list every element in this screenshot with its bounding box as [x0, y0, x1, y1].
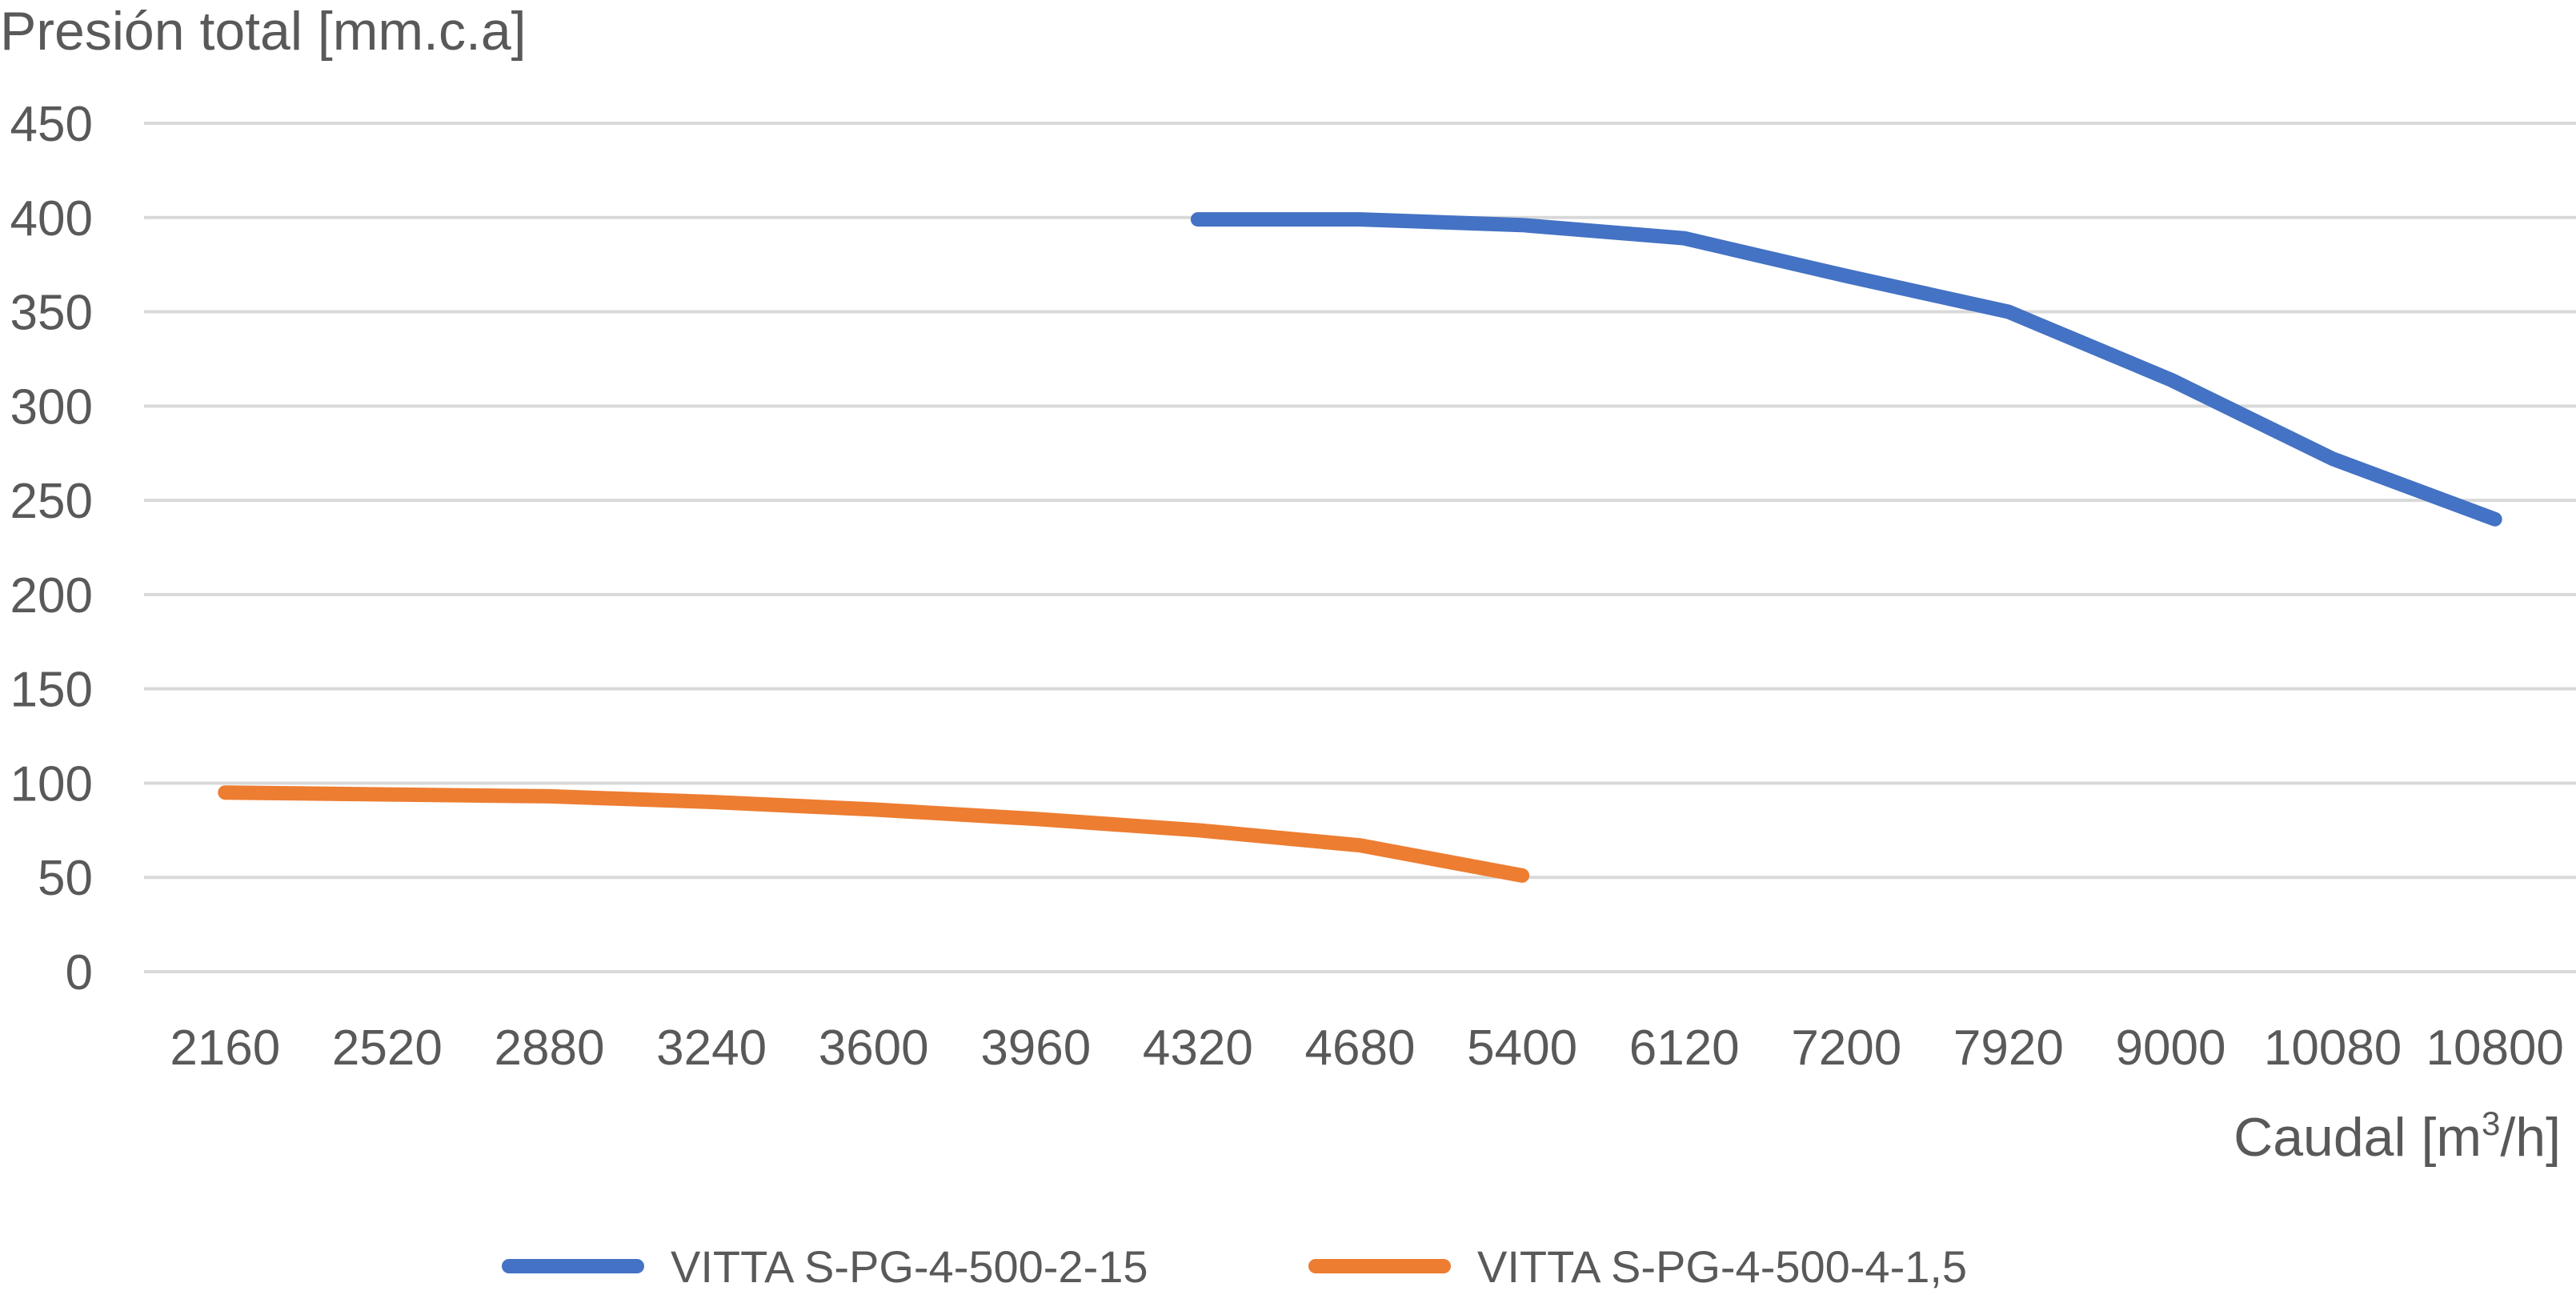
x-axis-title-superscript: 3 — [2482, 1105, 2500, 1142]
y-tick-200: 200 — [10, 568, 93, 623]
x-tick-2880: 2880 — [495, 1020, 605, 1076]
legend-label-1: VITTA S-PG-4-500-2-15 — [671, 1241, 1148, 1292]
x-tick-5400: 5400 — [1467, 1020, 1577, 1076]
y-tick-100: 100 — [10, 756, 93, 812]
y-tick-250: 250 — [10, 474, 93, 529]
x-tick-3240: 3240 — [656, 1020, 767, 1076]
x-tick-2160: 2160 — [170, 1020, 280, 1076]
x-tick-4320: 4320 — [1143, 1020, 1253, 1076]
x-tick-6120: 6120 — [1629, 1020, 1740, 1076]
x-tick-10080: 10080 — [2264, 1020, 2402, 1076]
x-tick-3600: 3600 — [819, 1020, 929, 1076]
x-tick-9000: 9000 — [2116, 1020, 2226, 1076]
x-axis-title-end: /h] — [2500, 1107, 2561, 1168]
x-tick-2520: 2520 — [332, 1020, 443, 1076]
y-tick-350: 350 — [10, 286, 93, 341]
series-line-1 — [1190, 212, 2502, 527]
x-tick-labels: 2160 2520 2880 3240 3600 3960 4320 4680 5400 6120… — [170, 1020, 2564, 1076]
x-axis-title-main: Caudal [m — [2233, 1107, 2482, 1168]
legend-label-2: VITTA S-PG-4-500-4-1,5 — [1477, 1241, 1967, 1292]
y-tick-450: 450 — [10, 97, 93, 152]
x-tick-3960: 3960 — [980, 1020, 1091, 1076]
legend: VITTA S-PG-4-500-2-15 VITTA S-PG-4-500-4-… — [502, 1241, 1967, 1292]
x-tick-7920: 7920 — [1953, 1020, 2064, 1076]
series-lines — [218, 212, 2502, 883]
x-tick-4680: 4680 — [1305, 1020, 1416, 1076]
y-tick-labels: 0 50 100 150 200 250 300 350 400 450 — [10, 97, 93, 1000]
x-axis-title: Caudal [m3/h] — [2233, 1105, 2561, 1168]
y-tick-0: 0 — [66, 945, 93, 1000]
y-tick-50: 50 — [38, 851, 93, 906]
y-axis-title: Presión total [mm.c.a] — [0, 1, 527, 62]
x-tick-7200: 7200 — [1791, 1020, 1901, 1076]
y-tick-300: 300 — [10, 379, 93, 435]
series-line-2 — [218, 785, 1530, 883]
y-tick-150: 150 — [10, 663, 93, 718]
x-tick-10800: 10800 — [2426, 1020, 2563, 1076]
y-tick-400: 400 — [10, 191, 93, 247]
